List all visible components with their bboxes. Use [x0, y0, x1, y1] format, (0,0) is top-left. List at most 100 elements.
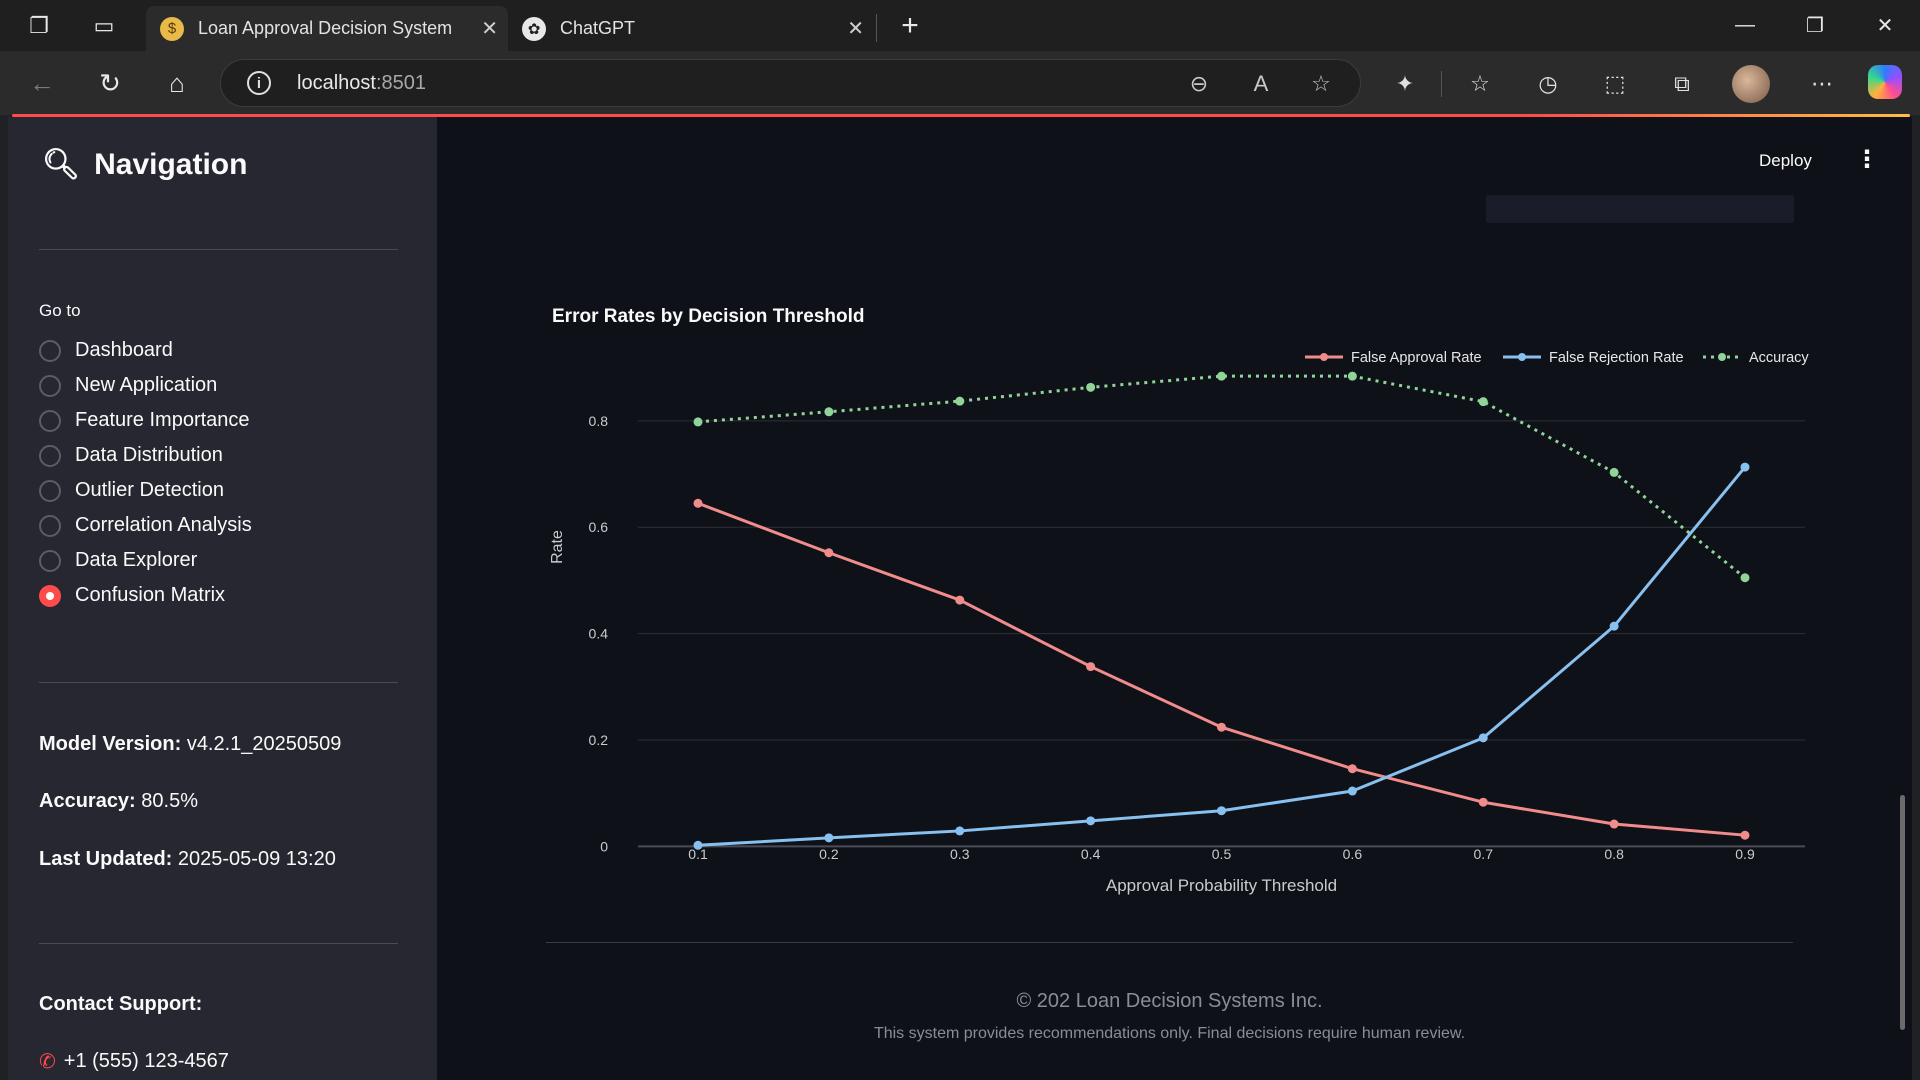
data-point: [1740, 462, 1750, 472]
model-version-value: v4.2.1_20250509: [186, 733, 342, 755]
sidebar-item-outlier-detection[interactable]: Outlier Detection: [39, 479, 224, 502]
extensions-icon[interactable]: ✦: [1395, 71, 1415, 96]
sidebar-item-feature-importance[interactable]: Feature Importance: [39, 409, 250, 432]
data-point: [1347, 764, 1357, 774]
y-tick-label: 0.6: [589, 519, 609, 535]
new-tab-icon[interactable]: +: [901, 9, 919, 42]
sidebar-item-data-distribution[interactable]: Data Distribution: [39, 444, 223, 467]
money-bag-icon: $: [160, 16, 184, 41]
tab-chatgpt[interactable]: ✿ ChatGPT ✕: [508, 6, 874, 51]
minimize-icon[interactable]: —: [1735, 14, 1755, 36]
sidebar-item-dashboard[interactable]: Dashboard: [39, 339, 173, 362]
last-updated: Last Updated: 2025-05-09 13:20: [39, 848, 336, 871]
sidebar-item-label: Feature Importance: [75, 409, 250, 431]
chart-modebar: [1486, 195, 1794, 223]
radio-button[interactable]: [39, 409, 61, 432]
data-point: [955, 396, 965, 406]
radio-button[interactable]: [39, 549, 61, 572]
data-point: [1347, 786, 1357, 796]
data-point: [1217, 371, 1226, 381]
sidebar-item-label: Data Explorer: [75, 549, 198, 571]
x-axis-label: Approval Probability Threshold: [1106, 876, 1337, 895]
back-icon[interactable]: ←: [29, 67, 55, 98]
legend-marker: [1518, 353, 1526, 361]
error-rates-chart: Error Rates by Decision Threshold 0 0.2 0.4…: [549, 306, 1809, 895]
data-point: [1217, 722, 1226, 732]
series-line-2: [697, 374, 1746, 579]
close-icon[interactable]: ✕: [847, 18, 864, 40]
data-point: [1086, 382, 1096, 392]
tab-loan-approval[interactable]: $ Loan Approval Decision System ✕: [146, 6, 508, 51]
data-point: [1086, 816, 1096, 826]
refresh-icon[interactable]: ↻: [99, 67, 121, 98]
collections-icon[interactable]: ⧉: [1674, 71, 1690, 96]
screenshot-icon[interactable]: ⬚: [1604, 71, 1626, 96]
site-info-icon[interactable]: i: [247, 71, 271, 95]
x-tick-label: 0.9: [1735, 846, 1755, 862]
y-axis-label: Rate: [549, 530, 566, 564]
radio-button[interactable]: [39, 444, 61, 467]
x-tick-label: 0.3: [950, 846, 970, 862]
close-icon[interactable]: ✕: [481, 18, 498, 40]
radio-button[interactable]: [39, 479, 61, 502]
deploy-button[interactable]: Deploy: [1759, 151, 1812, 170]
legend-label: Accuracy: [1749, 350, 1809, 366]
radio-button[interactable]: [39, 514, 61, 537]
divider: [39, 943, 398, 944]
x-tick-label: 0.8: [1604, 846, 1624, 862]
chart-title: Error Rates by Decision Threshold: [552, 306, 865, 327]
sidebar-item-label: Confusion Matrix: [75, 584, 226, 606]
window-close-icon[interactable]: ✕: [1876, 15, 1894, 37]
last-updated-value: 2025-05-09 13:20: [177, 848, 336, 870]
address-bar[interactable]: i localhost:8501 ⊖ A ☆: [220, 59, 1361, 107]
accuracy: Accuracy: 80.5%: [39, 790, 198, 813]
sidebar-item-correlation-analysis[interactable]: Correlation Analysis: [39, 514, 252, 537]
home-icon[interactable]: ⌂: [169, 67, 185, 98]
phone-number: +1 (555) 123-4567: [63, 1050, 229, 1072]
tab-actions-icon[interactable]: ▭: [93, 12, 115, 38]
sidebar-item-data-explorer[interactable]: Data Explorer: [39, 549, 197, 572]
restore-icon[interactable]: ❐: [1806, 15, 1824, 37]
x-tick-label: 0.5: [1212, 846, 1232, 862]
y-tick-label: 0.4: [589, 626, 609, 642]
legend-marker: [1718, 353, 1726, 361]
history-icon[interactable]: ◷: [1538, 71, 1558, 96]
data-point: [1740, 573, 1750, 583]
copilot-icon[interactable]: [1868, 65, 1902, 99]
workspaces-icon[interactable]: ❐: [29, 12, 49, 38]
last-updated-label: Last Updated:: [39, 848, 173, 870]
data-point: [824, 548, 834, 558]
sidebar-item-label: New Application: [75, 374, 218, 396]
sidebar: 🔍︎ Navigation Go to Dashboard New Applic…: [8, 117, 437, 1080]
series-line-1: [697, 466, 1747, 847]
chatgpt-icon: ✿: [522, 16, 546, 41]
data-point: [1609, 621, 1619, 631]
app-accent-line: [12, 114, 1910, 117]
data-point: [824, 407, 834, 417]
chart-container: Error Rates by Decision Threshold 0 0.2 0.4…: [517, 217, 1837, 977]
contact-support-label: Contact Support:: [39, 993, 202, 1016]
data-point: [693, 417, 703, 427]
data-point: [1478, 797, 1488, 807]
more-options-icon[interactable]: ⋯: [1811, 71, 1833, 96]
x-tick-label: 0.2: [819, 846, 839, 862]
data-point: [1217, 806, 1226, 816]
sidebar-item-confusion-matrix[interactable]: Confusion Matrix: [39, 584, 225, 607]
sidebar-title-text: Navigation: [94, 147, 248, 181]
kebab-menu-icon[interactable]: ⋮: [1855, 146, 1879, 173]
favorites-icon[interactable]: ☆: [1470, 71, 1490, 96]
accuracy-value: 80.5%: [141, 790, 198, 812]
radio-button[interactable]: [39, 339, 61, 362]
radio-button-selected[interactable]: [39, 584, 61, 607]
read-aloud-icon[interactable]: A: [1253, 71, 1269, 96]
radio-button[interactable]: [39, 374, 61, 397]
model-version: Model Version: v4.2.1_20250509: [39, 733, 341, 756]
profile-avatar[interactable]: [1732, 65, 1770, 103]
sidebar-item-new-application[interactable]: New Application: [39, 374, 217, 397]
url-text[interactable]: localhost:8501: [297, 72, 426, 95]
favorite-star-icon[interactable]: ☆: [1311, 71, 1331, 96]
zoom-out-icon[interactable]: ⊖: [1189, 71, 1209, 96]
scrollbar[interactable]: [1900, 795, 1905, 1030]
data-point: [1478, 397, 1488, 407]
series-line-0: [697, 501, 1746, 837]
